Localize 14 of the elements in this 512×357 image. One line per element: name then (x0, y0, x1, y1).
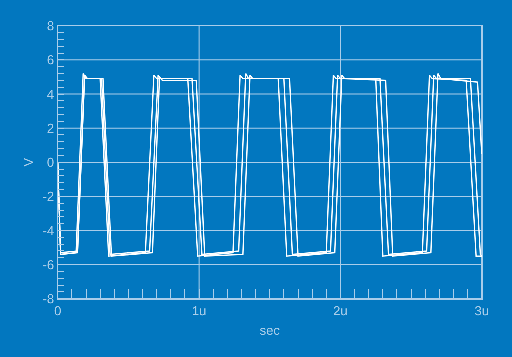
y-tick-label: 4 (47, 86, 54, 102)
x-tick-label: 2u (333, 304, 348, 319)
x-tick-label: 3u (474, 304, 490, 319)
y-tick-label: 0 (47, 155, 54, 170)
y-axis-title: V (20, 158, 36, 167)
y-tick-label: -4 (42, 223, 54, 238)
y-tick-label: -6 (42, 257, 54, 272)
x-tick-label: 1u (192, 304, 207, 319)
y-tick-label: -8 (42, 292, 54, 307)
y-tick-label: -2 (42, 189, 54, 204)
x-axis-title: sec (260, 323, 281, 338)
y-tick-label: 2 (47, 120, 54, 136)
y-tick-label: 6 (47, 52, 54, 68)
y-tick-label: 8 (47, 18, 54, 34)
